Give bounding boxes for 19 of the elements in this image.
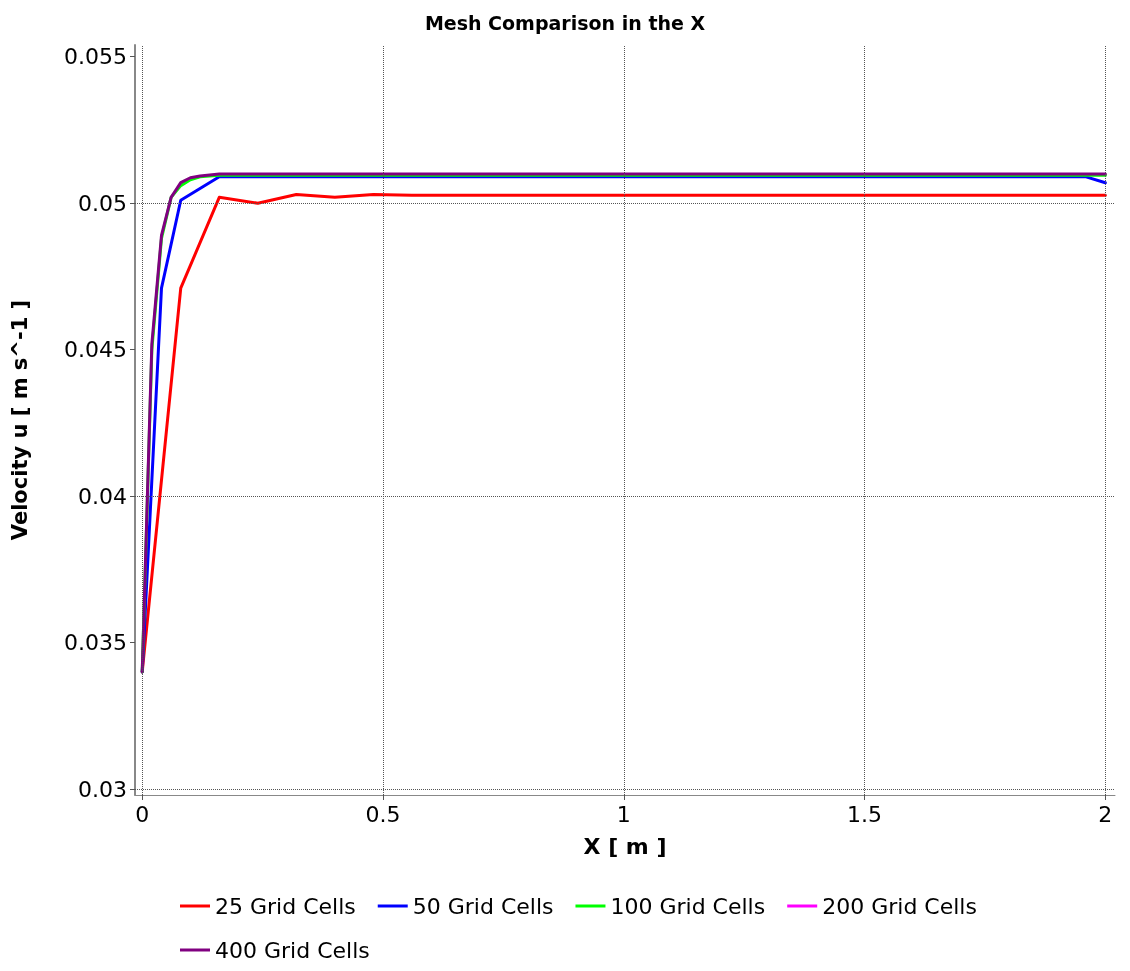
y-tick-label: 0.03: [78, 776, 127, 802]
y-axis-title: Velocity u [ m s^-1 ]: [7, 299, 32, 541]
x-tick-label: 0: [135, 801, 150, 827]
x-axis-title: X [ m ]: [583, 833, 667, 859]
legend-label: 200 Grid Cells: [822, 893, 977, 919]
legend-label: 25 Grid Cells: [215, 893, 356, 919]
legend-label: 400 Grid Cells: [215, 937, 370, 963]
y-tick-label: 0.045: [64, 337, 127, 363]
y-tick-label: 0.035: [64, 630, 127, 656]
legend-label: 100 Grid Cells: [610, 893, 766, 919]
x-tick-label: 2: [1098, 801, 1113, 827]
x-tick-label: 0.5: [365, 801, 401, 827]
legend-label: 50 Grid Cells: [412, 893, 554, 919]
chart-title: Mesh Comparison in the X: [424, 11, 706, 34]
y-tick-label: 0.055: [64, 44, 127, 70]
y-tick-label: 0.05: [78, 190, 127, 216]
x-tick-label: 1.5: [847, 801, 883, 827]
x-tick-label: 1: [616, 801, 631, 827]
y-tick-label: 0.04: [78, 483, 127, 509]
